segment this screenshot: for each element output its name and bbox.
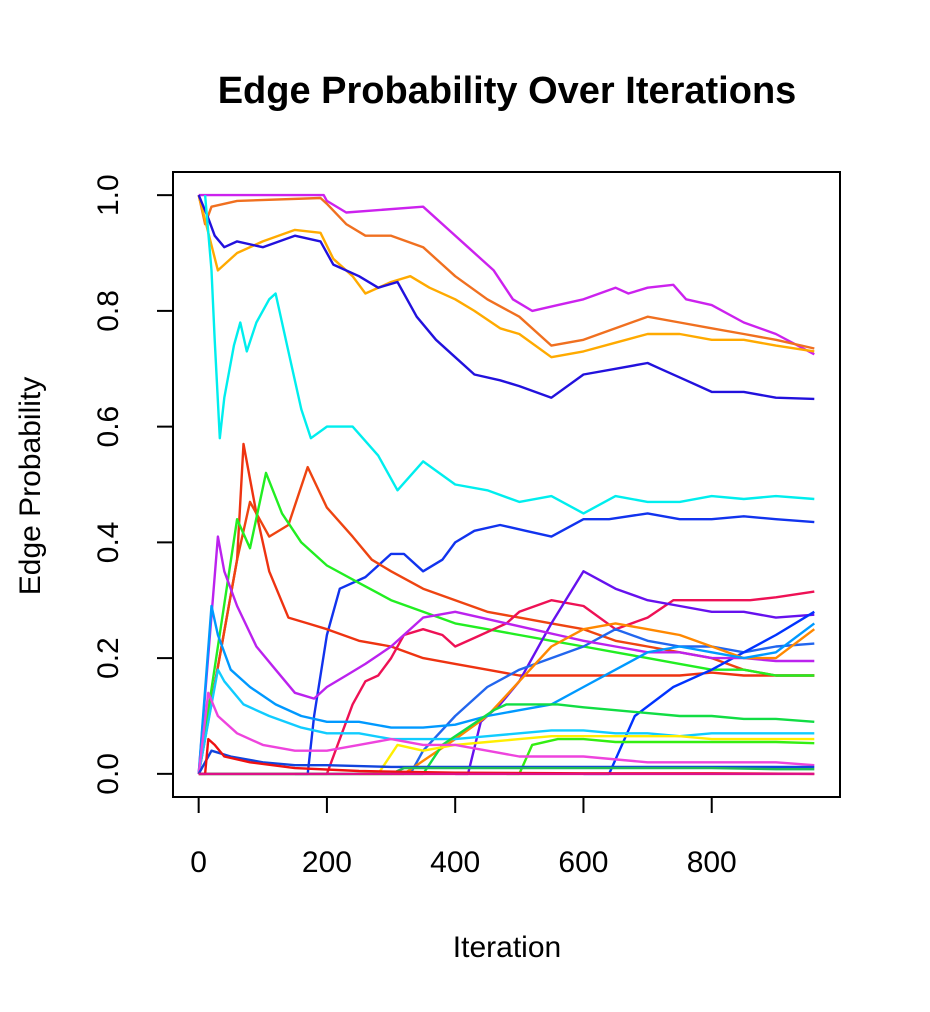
x-tick-label: 200 (302, 846, 352, 879)
series-line-13 (583, 610, 815, 776)
series-line-21 (197, 691, 815, 775)
series-line-3 (197, 194, 815, 359)
series-line-10 (198, 590, 815, 776)
x-tick-label: 400 (430, 846, 480, 879)
chart-title: Edge Probability Over Iterations (218, 70, 797, 112)
x-tick-label: 800 (687, 846, 737, 879)
y-axis: 0.0 0.2 0.4 0.6 0.8 1.0 (92, 174, 174, 795)
series-line-9 (197, 471, 815, 775)
x-tick-label: 0 (190, 846, 207, 879)
y-tick-label: 0.4 (92, 522, 125, 564)
x-axis: 0 200 400 600 800 (190, 796, 737, 879)
series-line-14 (197, 535, 815, 774)
series-line-1 (198, 193, 815, 356)
series-line-17 (197, 668, 815, 775)
series-line-7 (197, 442, 815, 775)
y-tick-label: 0.2 (92, 637, 125, 679)
series-line-8 (197, 465, 815, 775)
series-line-6 (294, 512, 815, 776)
x-axis-title: Iteration (453, 931, 561, 964)
y-tick-label: 0.8 (92, 290, 125, 332)
series-line-4 (197, 194, 815, 401)
series-line-18 (198, 703, 815, 776)
series-line-12 (409, 628, 815, 775)
series-line-5 (203, 194, 815, 515)
y-tick-label: 0.6 (92, 406, 125, 448)
series-line-20 (506, 737, 815, 776)
y-tick-label: 1.0 (92, 174, 125, 216)
x-tick-label: 600 (558, 846, 608, 879)
plot-series (197, 193, 816, 776)
y-axis-title: Edge Probability (14, 377, 47, 595)
series-line-16 (197, 604, 816, 774)
y-tick-label: 0.0 (92, 753, 125, 795)
series-line-19 (359, 735, 815, 776)
series-line-2 (197, 194, 815, 350)
